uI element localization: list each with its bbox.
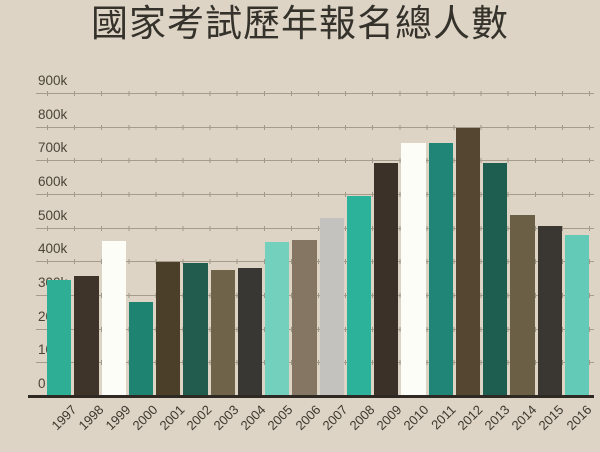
bar-2013 xyxy=(483,163,508,396)
bar-2016 xyxy=(564,235,589,396)
x-tick-label-2000: 2000 xyxy=(129,402,161,434)
x-tick-label-2002: 2002 xyxy=(183,402,215,434)
x-tick-label-2009: 2009 xyxy=(373,402,405,434)
y-tick-label-500k: 500k xyxy=(38,207,68,223)
x-tick-label-2011: 2011 xyxy=(428,402,459,433)
gridline-900k xyxy=(36,91,594,96)
y-tick-label-900k: 900k xyxy=(38,73,68,88)
x-tick-label-1998: 1998 xyxy=(75,402,107,434)
x-tick-label-2007: 2007 xyxy=(319,402,351,434)
bar-2007 xyxy=(319,218,344,396)
bar-1997 xyxy=(47,280,72,396)
x-tick-label-2014: 2014 xyxy=(508,402,540,434)
bar-2001 xyxy=(156,262,181,396)
y-tick-label-0: 0 xyxy=(38,376,46,391)
bar-1999 xyxy=(101,240,126,396)
gridline-600k xyxy=(36,192,594,197)
x-axis-line xyxy=(28,395,594,398)
bars-group xyxy=(47,93,589,396)
x-tick-label-1999: 1999 xyxy=(102,402,134,434)
y-tick-label-400k: 400k xyxy=(38,241,68,257)
bar-2005 xyxy=(265,241,290,396)
y-tick-label-700k: 700k xyxy=(38,140,68,156)
x-tick-label-2015: 2015 xyxy=(535,402,567,434)
chart-title: 國家考試歷年報名總人數 xyxy=(91,4,509,45)
x-tick-label-2005: 2005 xyxy=(264,402,296,434)
x-tick-label-2004: 2004 xyxy=(237,402,269,434)
x-tick-label-2001: 2001 xyxy=(156,402,188,434)
bar-2010 xyxy=(401,142,426,396)
x-tick-label-2003: 2003 xyxy=(210,402,242,434)
bar-2003 xyxy=(210,270,235,396)
bar-1998 xyxy=(74,275,99,396)
bar-2012 xyxy=(455,128,480,396)
bar-2014 xyxy=(510,215,535,396)
bar-2011 xyxy=(428,142,453,396)
bar-2008 xyxy=(346,196,371,396)
bar-2015 xyxy=(537,226,562,396)
x-tick-label-1997: 1997 xyxy=(48,402,80,434)
bar-2002 xyxy=(183,263,208,396)
x-tick-label-2010: 2010 xyxy=(400,402,432,434)
x-tick-label-2012: 2012 xyxy=(454,402,486,434)
gridline-700k xyxy=(36,158,594,164)
x-tick-label-2006: 2006 xyxy=(291,402,324,434)
y-tick-label-800k: 800k xyxy=(38,106,68,122)
bar-2000 xyxy=(128,302,153,396)
x-tick-label-2016: 2016 xyxy=(562,402,595,434)
y-tick-label-600k: 600k xyxy=(38,174,68,189)
x-tick-label-2008: 2008 xyxy=(346,402,378,434)
gridline-500k xyxy=(36,225,594,231)
bar-2004 xyxy=(237,267,262,396)
gridline-800k xyxy=(36,124,594,130)
bar-2009 xyxy=(374,162,399,396)
x-tick-label-2013: 2013 xyxy=(481,402,513,434)
bar-2006 xyxy=(292,240,317,396)
